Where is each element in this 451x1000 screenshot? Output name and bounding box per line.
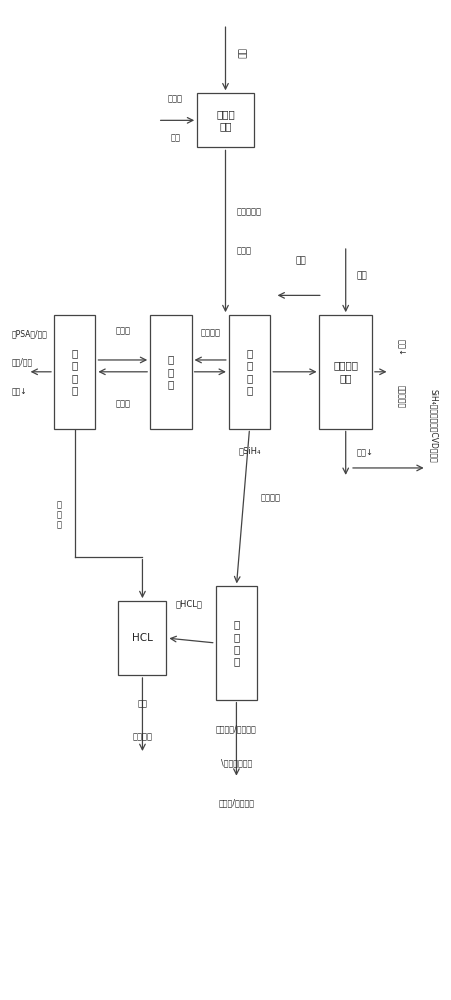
Text: 预处理
压缩: 预处理 压缩 — [216, 109, 235, 132]
Text: 尾气↓: 尾气↓ — [357, 449, 373, 458]
Bar — [319, 315, 372, 429]
Text: 低温精馏
储罐: 低温精馏 储罐 — [333, 361, 358, 383]
Bar — [197, 93, 254, 147]
Bar — [216, 586, 257, 700]
Text: 富HCL气: 富HCL气 — [176, 599, 203, 608]
Bar — [229, 315, 270, 429]
Bar — [54, 315, 96, 429]
Text: （回）: （回） — [168, 94, 183, 103]
Text: 用
热
炉: 用 热 炉 — [168, 354, 174, 389]
Text: SiH₄产品气（返回CVD使用）: SiH₄产品气（返回CVD使用） — [429, 389, 438, 463]
Text: 与尾气排放: 与尾气排放 — [396, 385, 405, 408]
Text: 中
温
分
离: 中 温 分 离 — [233, 619, 239, 667]
Text: 联络气路: 联络气路 — [200, 328, 220, 337]
Text: 与硅烷化合: 与硅烷化合 — [236, 207, 262, 216]
Text: 尾气↓: 尾气↓ — [11, 387, 27, 396]
Text: 吹扫气: 吹扫气 — [115, 326, 130, 335]
Text: 中
温
分
离: 中 温 分 离 — [246, 348, 253, 395]
Text: 硅烷提浓: 硅烷提浓 — [261, 493, 281, 502]
Text: 废液处理/废液回收: 废液处理/废液回收 — [216, 724, 257, 733]
Text: 尾气↓: 尾气↓ — [396, 339, 405, 356]
Text: 制冷: 制冷 — [357, 271, 368, 280]
Text: 加热气: 加热气 — [115, 399, 130, 408]
Text: 盐酸: 盐酸 — [138, 700, 147, 709]
Bar — [150, 315, 192, 429]
Text: 富SiH₄: 富SiH₄ — [238, 446, 261, 455]
Text: 液态: 液态 — [170, 134, 180, 143]
Text: \尾气消解处理: \尾气消解处理 — [221, 759, 252, 768]
Text: 物混合: 物混合 — [236, 247, 251, 256]
Text: 处理/排放: 处理/排放 — [11, 357, 32, 366]
Bar — [119, 601, 166, 675]
Text: 制冷: 制冷 — [295, 257, 306, 266]
Text: （产品）: （产品） — [133, 732, 152, 741]
Text: 中
温
吸
附: 中 温 吸 附 — [72, 348, 78, 395]
Text: 水
洗
气: 水 洗 气 — [57, 500, 62, 530]
Text: 至PSA器/尾气: 至PSA器/尾气 — [11, 330, 47, 339]
Text: 初回收/尾气回收: 初回收/尾气回收 — [218, 798, 254, 807]
Text: 尾气: 尾气 — [236, 48, 245, 59]
Text: HCL: HCL — [132, 633, 153, 643]
